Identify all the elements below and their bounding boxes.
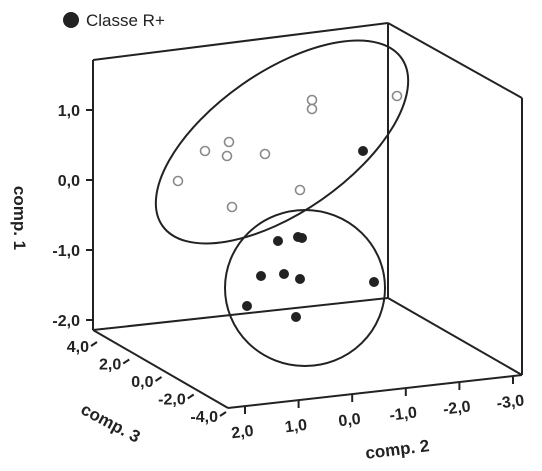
data-point-filled xyxy=(358,146,368,156)
comp3-tick-mark xyxy=(154,376,163,382)
data-point-filled xyxy=(369,277,379,287)
legend-label: Classe R+ xyxy=(86,11,165,30)
data-point-open xyxy=(226,201,238,213)
comp3-tick-label: -4,0 xyxy=(190,409,218,426)
comp2-tick-label: -1,0 xyxy=(389,404,419,424)
comp3-tick-mark xyxy=(219,411,227,417)
legend: Classe R+ xyxy=(63,11,165,30)
data-point-filled xyxy=(295,274,305,284)
comp2-axis-title: comp. 2 xyxy=(364,436,430,463)
frame-floor-right xyxy=(387,297,523,376)
comp1-tick-label: -2,0 xyxy=(52,313,80,330)
comp3-tick-mark xyxy=(90,341,98,347)
frame-floor-front xyxy=(227,374,523,409)
data-point-filled xyxy=(256,271,266,281)
comp3-tick-label: 0,0 xyxy=(131,374,153,391)
data-point-open xyxy=(221,150,233,162)
comp2-ticks: 2,0 1,0 0,0 -1,0 -2,0 -3,0 xyxy=(230,377,525,442)
data-point-filled xyxy=(291,312,301,322)
data-point-open xyxy=(223,136,235,148)
cluster-ellipse-lower xyxy=(224,209,386,367)
comp1-tick-label: 0,0 xyxy=(58,173,80,190)
data-point-open xyxy=(199,145,211,157)
data-point-filled xyxy=(297,233,307,243)
data-points xyxy=(172,90,403,322)
comp1-tick-label: -1,0 xyxy=(52,243,80,260)
comp3-tick-label: 4,0 xyxy=(67,339,89,356)
comp2-tick-label: -2,0 xyxy=(442,398,472,418)
data-point-open xyxy=(259,148,271,160)
comp3-axis-title: comp. 3 xyxy=(78,400,144,447)
frame-floor-left xyxy=(92,329,229,409)
frame-back-top xyxy=(92,22,389,61)
comp1-ticks: 1,0 0,0 -1,0 -2,0 xyxy=(52,103,93,330)
frame-right-top xyxy=(387,22,523,99)
cluster-ellipse-upper xyxy=(154,39,410,245)
data-point-filled xyxy=(273,236,283,246)
comp3-ticks: 4,0 2,0 0,0 -2,0-4,0 xyxy=(67,339,227,426)
comp1-axis-title: comp. 1 xyxy=(10,186,29,250)
comp3-tick-label: -2,0 xyxy=(158,392,186,409)
comp1-tick-label: 1,0 xyxy=(58,103,80,120)
comp3-tick-label: 2,0 xyxy=(99,357,121,374)
plot-frame xyxy=(92,22,523,409)
legend-marker-filled-circle xyxy=(63,12,79,28)
data-point-open xyxy=(172,175,184,187)
data-point-open xyxy=(306,94,318,106)
data-point-filled xyxy=(242,301,252,311)
data-point-open xyxy=(294,184,306,196)
comp2-tick-label: 2,0 xyxy=(230,423,254,443)
data-point-open xyxy=(391,90,403,102)
frame-back-bottom xyxy=(92,297,389,331)
comp3-tick-mark xyxy=(122,358,130,365)
comp3-tick-mark xyxy=(187,393,195,400)
comp2-tick-label: -3,0 xyxy=(496,392,526,412)
comp2-tick-label: 0,0 xyxy=(338,411,362,431)
comp2-tick-label: 1,0 xyxy=(284,417,308,437)
data-point-filled xyxy=(279,269,289,279)
data-point-open xyxy=(306,103,318,115)
